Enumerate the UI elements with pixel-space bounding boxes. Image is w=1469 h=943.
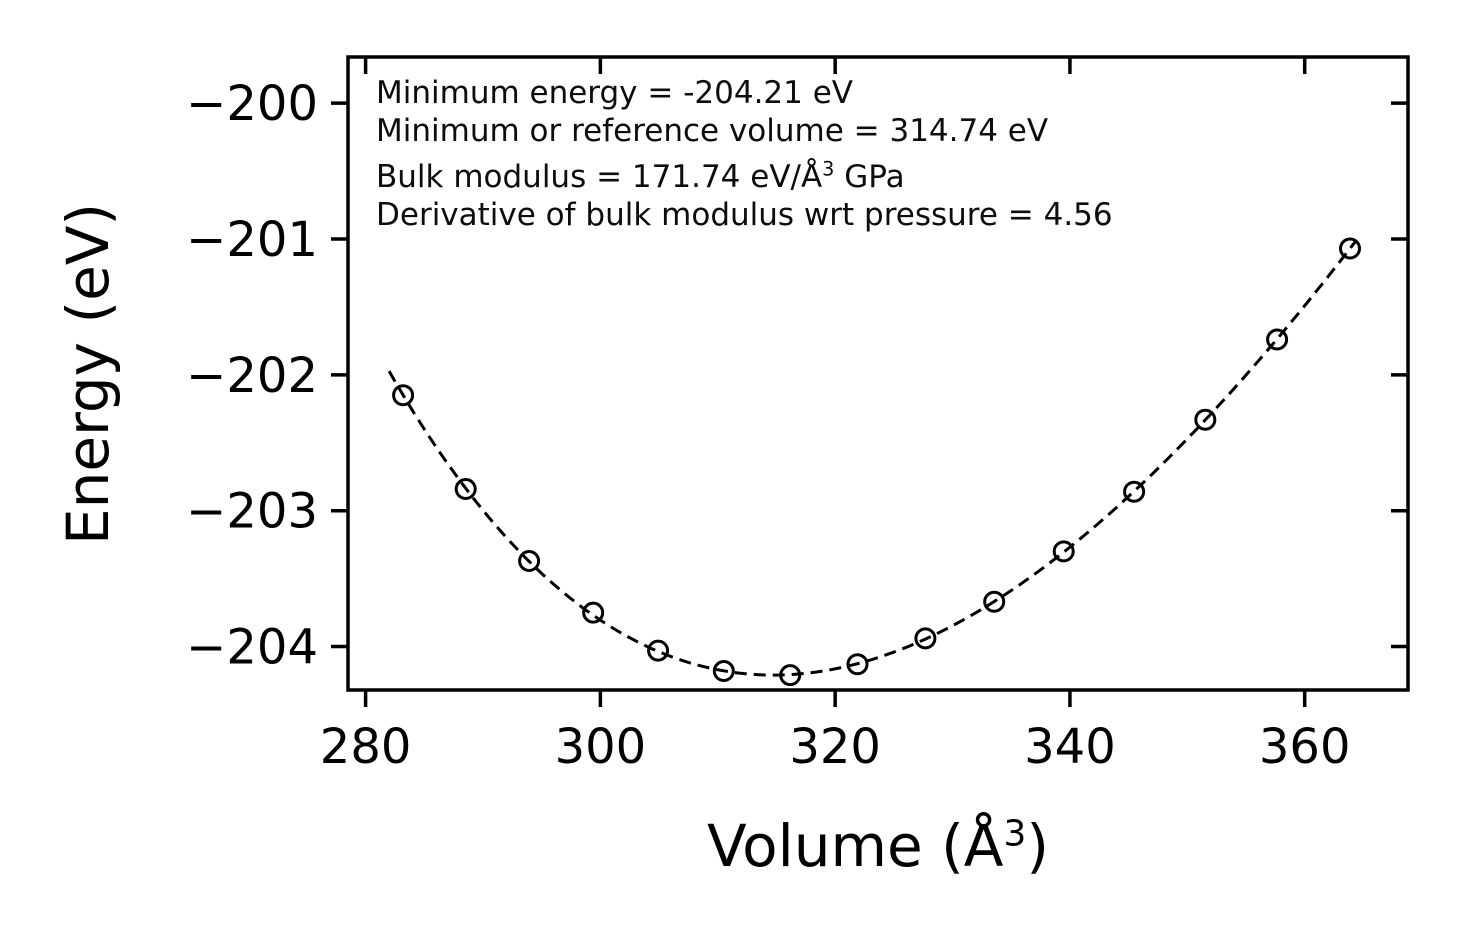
data-point-marker: [392, 384, 415, 407]
data-point-marker: [454, 478, 477, 500]
annotation-bulk-modulus-derivative: Derivative of bulk modulus wrt pressure …: [376, 197, 1113, 233]
data-point-marker: [582, 601, 605, 624]
y-axis-ticks: −200 −201 −202 −203 −204: [186, 76, 1408, 676]
data-point-marker: [846, 653, 869, 676]
data-point-marker: [779, 664, 802, 687]
data-point-marker: [1123, 480, 1146, 503]
data-point-marker: [518, 550, 541, 572]
data-point-marker: [914, 627, 937, 650]
fit-curve-path: [387, 240, 1357, 677]
annotation-bulk-modulus-post: GPa: [834, 159, 905, 195]
x-tick-label: 280: [320, 719, 412, 775]
fit-curve: [387, 240, 1357, 677]
y-axis-label: Energy (eV): [54, 202, 122, 546]
x-axis-ticks: 280 300 320 340 360: [320, 57, 1351, 775]
data-point-marker: [712, 660, 735, 682]
y-tick-label: −200: [186, 76, 318, 132]
x-tick-label: 320: [789, 719, 881, 775]
y-tick-label: −202: [186, 348, 318, 404]
y-tick-label: −204: [186, 620, 318, 676]
data-points: [392, 237, 1361, 687]
annotation-bulk-modulus: Bulk modulus = 171.74 eV/Å3 GPa: [376, 158, 1113, 196]
x-axis-label-sup: 3: [1003, 813, 1027, 855]
data-point-marker: [1339, 237, 1361, 260]
x-axis-label-pre: Volume (Å: [707, 812, 1004, 880]
y-tick-label: −203: [186, 484, 318, 540]
annotation-min-energy: Minimum energy = -204.21 eV: [376, 75, 854, 111]
data-point-marker: [1194, 408, 1217, 431]
annotation-bulk-modulus-sup: 3: [822, 157, 835, 181]
annotation-min-volume: Minimum or reference volume = 314.74 eV: [376, 113, 1049, 149]
x-tick-label: 340: [1024, 719, 1116, 775]
x-axis-label: Volume (Å3): [707, 812, 1049, 880]
x-axis-label-post: ): [1026, 812, 1049, 880]
data-point-marker: [1266, 328, 1289, 351]
annotation-block: Minimum energy = -204.21 eV Minimum or r…: [376, 74, 1113, 234]
y-tick-label: −201: [186, 212, 318, 268]
data-point-marker: [647, 639, 670, 662]
data-point-marker: [1052, 540, 1075, 563]
x-tick-label: 300: [555, 719, 647, 775]
x-tick-label: 360: [1259, 719, 1351, 775]
data-point-marker: [983, 590, 1006, 613]
annotation-bulk-modulus-pre: Bulk modulus = 171.74 eV/Å: [376, 159, 823, 195]
